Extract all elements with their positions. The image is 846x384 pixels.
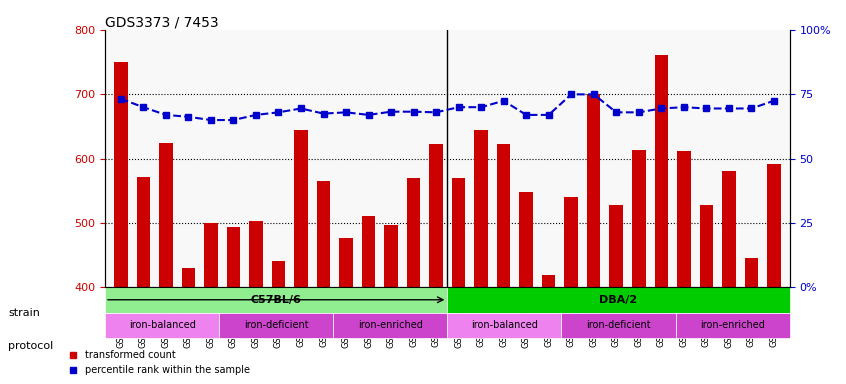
Text: iron-enriched: iron-enriched: [700, 320, 765, 331]
Bar: [587, 94, 601, 384]
FancyBboxPatch shape: [219, 313, 333, 338]
Text: strain: strain: [8, 308, 41, 318]
FancyBboxPatch shape: [333, 313, 448, 338]
FancyBboxPatch shape: [562, 313, 676, 338]
Bar: [294, 130, 308, 384]
Bar: [159, 143, 173, 384]
Text: iron-balanced: iron-balanced: [129, 320, 195, 331]
Bar: [700, 205, 713, 384]
Bar: [744, 258, 758, 384]
FancyBboxPatch shape: [448, 287, 789, 313]
Bar: [272, 261, 285, 384]
Legend: transformed count, percentile rank within the sample: transformed count, percentile rank withi…: [64, 346, 255, 379]
Bar: [182, 268, 195, 384]
FancyBboxPatch shape: [105, 287, 448, 313]
Text: iron-deficient: iron-deficient: [244, 320, 309, 331]
FancyBboxPatch shape: [448, 313, 562, 338]
Text: GDS3373 / 7453: GDS3373 / 7453: [105, 15, 219, 29]
Bar: [250, 221, 263, 384]
Bar: [227, 227, 240, 384]
Text: iron-balanced: iron-balanced: [471, 320, 538, 331]
Bar: [452, 178, 465, 384]
Text: iron-enriched: iron-enriched: [358, 320, 423, 331]
FancyBboxPatch shape: [676, 313, 789, 338]
Bar: [407, 178, 420, 384]
Text: iron-deficient: iron-deficient: [586, 320, 651, 331]
Bar: [632, 150, 645, 384]
Bar: [316, 181, 330, 384]
Text: protocol: protocol: [8, 341, 53, 351]
Bar: [722, 171, 736, 384]
Text: DBA/2: DBA/2: [600, 295, 638, 305]
Bar: [655, 55, 668, 384]
Bar: [564, 197, 578, 384]
Bar: [362, 216, 376, 384]
Bar: [114, 62, 128, 384]
Bar: [767, 164, 781, 384]
Bar: [519, 192, 533, 384]
Bar: [429, 144, 442, 384]
Bar: [497, 144, 510, 384]
Bar: [136, 177, 150, 384]
Bar: [542, 275, 556, 384]
Bar: [384, 225, 398, 384]
Bar: [677, 151, 690, 384]
Bar: [609, 205, 623, 384]
Bar: [204, 223, 217, 384]
Bar: [475, 130, 488, 384]
Text: C57BL/6: C57BL/6: [250, 295, 302, 305]
Bar: [339, 238, 353, 384]
FancyBboxPatch shape: [105, 313, 219, 338]
